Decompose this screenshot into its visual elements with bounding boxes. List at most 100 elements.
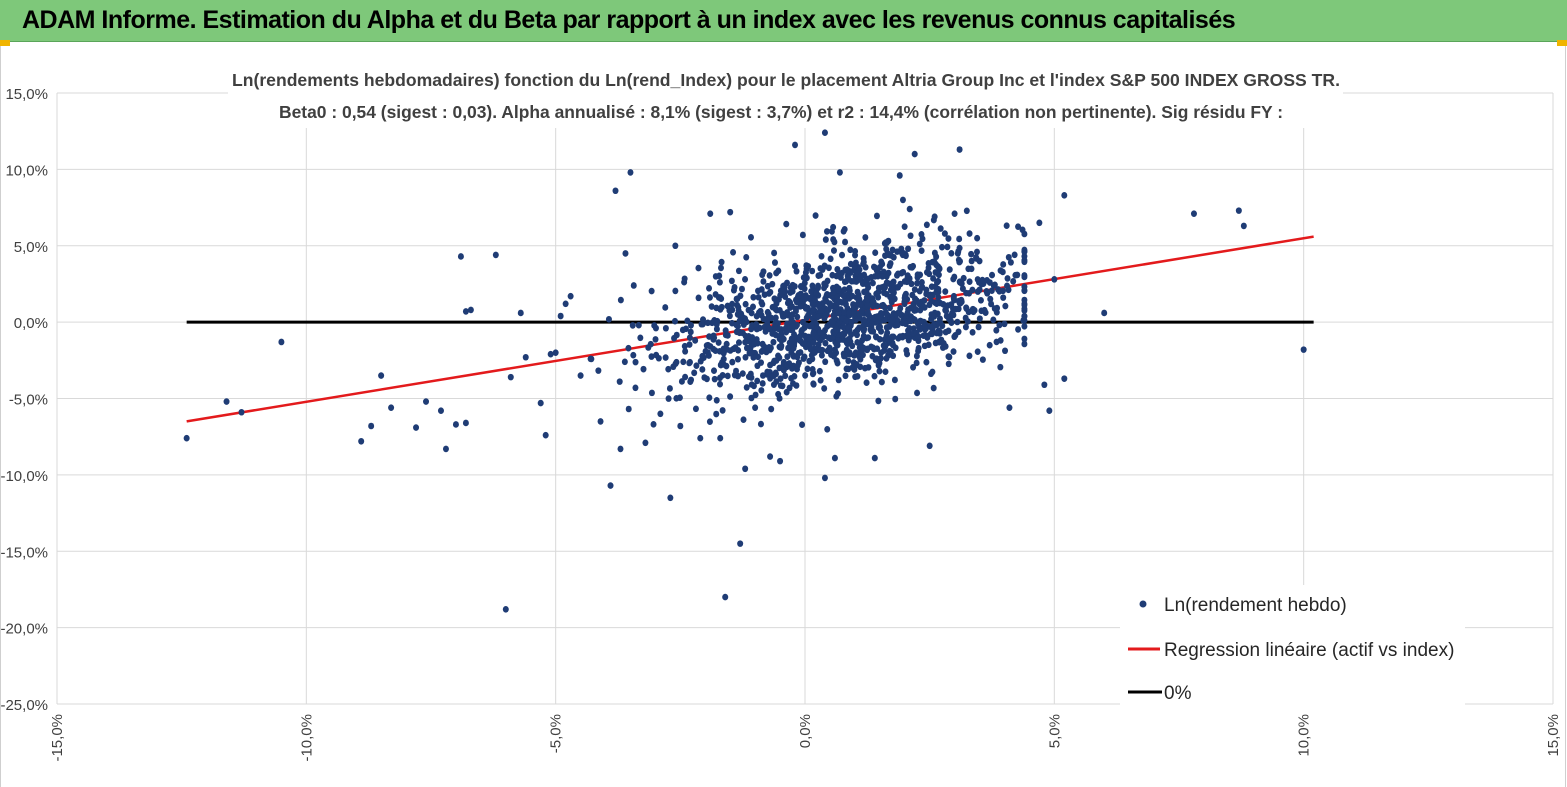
data-point (887, 260, 894, 267)
data-point (963, 289, 970, 297)
data-point (537, 399, 544, 407)
data-point (854, 373, 861, 380)
data-point (808, 322, 815, 330)
scatter-points (183, 129, 1307, 613)
legend-label-zero: 0% (1164, 683, 1192, 704)
data-point (821, 262, 828, 270)
data-point (886, 304, 893, 312)
data-point (775, 390, 782, 398)
data-point (1021, 230, 1028, 238)
data-point (786, 384, 793, 392)
data-point (693, 362, 700, 370)
data-point (722, 327, 729, 334)
data-point (625, 405, 632, 413)
data-point (821, 284, 828, 292)
data-point (740, 416, 747, 424)
data-point (368, 422, 375, 430)
data-point (719, 407, 726, 414)
data-point (223, 398, 230, 405)
data-point (788, 335, 795, 343)
data-point (784, 353, 791, 360)
x-tick-label: -15,0% (49, 714, 66, 762)
data-point (843, 277, 850, 285)
data-point (868, 327, 875, 335)
data-point (766, 325, 773, 333)
data-point (750, 341, 757, 348)
data-point (758, 286, 765, 293)
data-point (918, 247, 925, 255)
data-point (883, 310, 890, 318)
data-point (776, 306, 783, 314)
data-point (760, 346, 767, 354)
data-point (687, 378, 694, 385)
data-point (718, 258, 725, 266)
data-point (750, 303, 757, 311)
data-point (732, 344, 739, 351)
data-point (822, 358, 829, 366)
y-tick-label: 0,0% (14, 315, 48, 332)
data-point (864, 308, 871, 316)
data-point (750, 293, 757, 301)
data-point (731, 371, 738, 379)
data-point (963, 305, 970, 313)
data-point (779, 382, 786, 390)
data-point (517, 309, 524, 317)
data-point (707, 210, 714, 217)
data-point (717, 434, 724, 442)
data-point (925, 341, 932, 349)
x-tick-label: -5,0% (548, 714, 565, 753)
data-point (1015, 223, 1022, 230)
data-point (562, 300, 569, 308)
data-point (278, 338, 285, 346)
data-point (650, 421, 657, 428)
data-point (502, 605, 509, 613)
data-point (783, 220, 790, 228)
data-point (750, 354, 757, 361)
data-point (729, 306, 736, 314)
data-point (648, 287, 655, 295)
data-point (920, 332, 927, 339)
data-point (871, 372, 878, 380)
data-point (713, 397, 720, 404)
data-point (457, 253, 464, 260)
data-point (595, 367, 602, 374)
data-point (810, 329, 817, 337)
data-point (908, 280, 915, 288)
data-point (861, 316, 868, 324)
data-point (1000, 261, 1007, 268)
data-point (940, 300, 947, 308)
data-point (889, 246, 896, 254)
data-point (833, 325, 840, 333)
data-point (822, 339, 829, 347)
data-point (755, 293, 762, 301)
corner-marker-left (0, 40, 10, 46)
data-point (787, 299, 794, 307)
data-point (717, 306, 724, 313)
data-point (756, 309, 763, 316)
data-point (492, 251, 499, 259)
data-point (862, 364, 869, 372)
data-point (913, 359, 920, 367)
data-point (717, 264, 724, 272)
data-point (759, 300, 766, 308)
data-point (727, 393, 734, 400)
data-point (884, 250, 891, 257)
data-point (794, 353, 801, 361)
data-point (1001, 320, 1008, 328)
data-point (926, 270, 933, 278)
data-point (681, 342, 688, 350)
data-point (833, 302, 840, 310)
data-point (635, 321, 642, 329)
data-point (672, 360, 679, 367)
data-point (955, 248, 962, 255)
data-point (966, 352, 973, 360)
data-point (709, 319, 716, 327)
data-point (864, 345, 871, 353)
data-point (817, 336, 824, 344)
data-point (792, 305, 799, 313)
data-point (969, 328, 976, 336)
data-point (977, 297, 984, 304)
data-point (719, 371, 726, 379)
data-point (949, 310, 956, 317)
data-point (1051, 276, 1058, 283)
